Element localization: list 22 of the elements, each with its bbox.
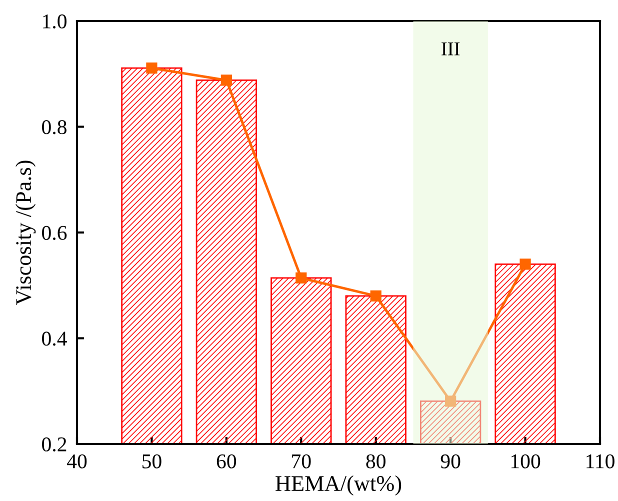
x-tick-label: 50 <box>142 454 162 468</box>
y-tick-label: 0.4 <box>42 332 67 346</box>
x-tick-label: 80 <box>366 454 386 468</box>
x-tick-label: 110 <box>586 454 614 468</box>
y-tick-label: 0.8 <box>42 120 66 134</box>
point <box>520 258 531 270</box>
band-label: III <box>442 42 460 56</box>
point <box>445 396 456 407</box>
x-tick-label: 90 <box>440 454 460 468</box>
x-axis-title: HEMA/(wt%) <box>276 475 402 496</box>
x-tick-label: 100 <box>511 454 540 468</box>
y-tick-label: 0.2 <box>42 437 66 452</box>
x-tick-label: 70 <box>292 454 311 468</box>
point <box>146 62 158 74</box>
point <box>296 272 307 284</box>
x-tick-label: 40 <box>66 454 87 468</box>
y-tick-label: 1.0 <box>43 14 66 29</box>
x-tick-label: 60 <box>216 454 236 468</box>
y-tick-label: 0.6 <box>42 226 67 240</box>
y-axis-title: Viscosity /(Pa.s) <box>15 160 36 306</box>
point <box>370 290 382 302</box>
point <box>220 74 232 86</box>
